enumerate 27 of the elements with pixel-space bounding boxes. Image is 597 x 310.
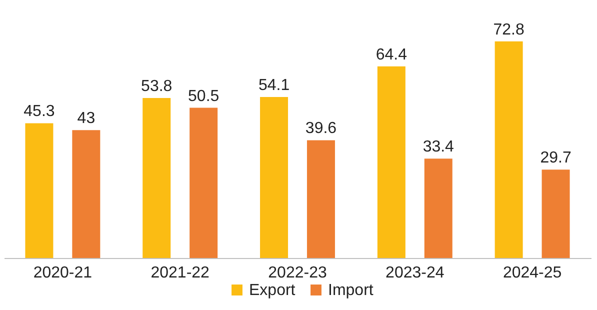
- data-label: 50.5: [188, 88, 220, 105]
- bar: [142, 98, 171, 258]
- bar: [306, 140, 335, 258]
- data-label: 43: [77, 110, 96, 128]
- x-tick-label: 2022-23: [268, 264, 327, 282]
- bar: [542, 170, 570, 258]
- bar: [72, 130, 100, 258]
- bar: [25, 123, 54, 258]
- data-label: 54.1: [258, 77, 290, 94]
- data-label: 53.8: [141, 78, 172, 95]
- data-label: 45.3: [24, 103, 55, 120]
- bar: [260, 97, 288, 258]
- data-label: 39.6: [305, 120, 337, 138]
- legend-label: Import: [328, 282, 374, 299]
- data-label: 29.7: [540, 150, 572, 167]
- x-tick-label: 2023-24: [386, 264, 444, 282]
- data-label: 33.4: [422, 138, 454, 156]
- data-label: 64.4: [376, 46, 408, 64]
- data-label: 72.8: [493, 21, 524, 38]
- bar: [424, 158, 452, 258]
- legend-label: Export: [249, 282, 296, 299]
- x-tick-label: 2020-21: [33, 264, 92, 282]
- bar: [377, 66, 406, 258]
- x-tick-label: 2024-25: [502, 264, 562, 282]
- bar: [494, 41, 523, 258]
- x-tick-label: 2021-22: [150, 264, 210, 282]
- bar: [190, 108, 218, 258]
